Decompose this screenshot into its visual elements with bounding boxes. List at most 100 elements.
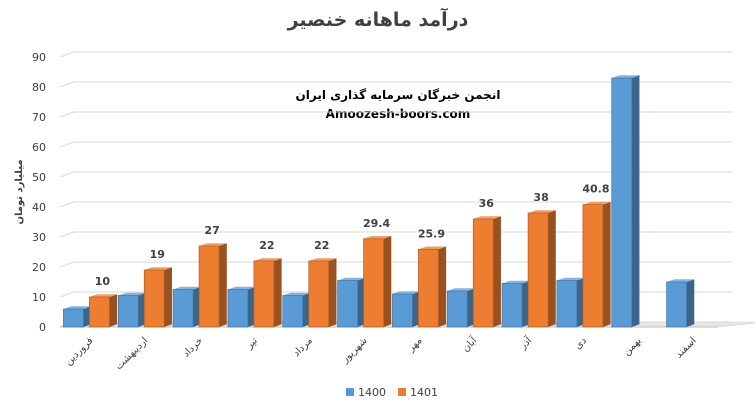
bar-1400-1-front (63, 308, 84, 328)
legend-label: 1401 (410, 386, 438, 399)
bar-1400-12-side (686, 279, 695, 327)
bar-1401-8-side (493, 216, 501, 327)
bar-1400-8 (446, 288, 475, 328)
gridline (59, 201, 732, 208)
gridline (59, 81, 732, 88)
chart-title: درآمد ماهانه خنصیر (287, 7, 469, 31)
bar-1401-2-side (164, 267, 172, 327)
bar-1401-4-front (253, 260, 275, 328)
bar-1400-7-front (392, 293, 413, 328)
bar-1400-7 (392, 291, 421, 328)
gridline (59, 111, 732, 118)
bar-1400-12-top (666, 279, 695, 282)
bar-1401-7-front (418, 248, 439, 328)
legend-item: 1400 (346, 386, 386, 399)
y-axis-label: میلیارد تومان (14, 159, 25, 224)
y-tick-label: 30 (32, 231, 46, 244)
bar-1400-2-top (118, 292, 146, 296)
bar-1400-3-top (173, 286, 201, 290)
x-tick-label: آبان (459, 333, 480, 354)
bar-1401-6 (363, 236, 392, 328)
x-tick-label: مرداد (291, 335, 315, 359)
bar-1401-10-top (582, 201, 611, 205)
bar-1401-3-front (198, 245, 220, 328)
bar-1401-9-front (527, 212, 549, 328)
bar-1401-6-side (383, 236, 392, 327)
x-tick-label: آذر (516, 333, 535, 352)
bar-1401-4-top (253, 258, 282, 261)
x-tick-label: فروردین (63, 335, 96, 368)
bar-1401-10 (582, 201, 611, 328)
bar-1400-8-top (447, 288, 475, 291)
bar-1400-9-front (501, 283, 523, 328)
bar-1400-10-front (556, 280, 578, 328)
y-tick-label: 40 (32, 201, 46, 214)
bar-1401-2-top (144, 267, 172, 270)
bar-1401-3-top (199, 243, 227, 246)
legend-item: 1401 (398, 386, 438, 399)
bar-1401-4-side (273, 258, 282, 327)
bar-1400-6 (337, 277, 366, 328)
x-tick-label: اسفند (674, 335, 699, 360)
y-tick-label: 0 (39, 321, 46, 334)
bar-1400-9-top (502, 280, 530, 284)
bar-1401-5 (308, 258, 337, 328)
bar-1401-1-side (109, 294, 118, 327)
legend: 1400 1401 (346, 386, 438, 399)
x-tick-label: تیر (244, 335, 261, 352)
legend-swatch (346, 388, 354, 396)
bar-1400-11 (611, 75, 640, 328)
y-tick-label: 20 (32, 261, 46, 274)
bar-1401-8-top (473, 216, 501, 219)
bar-1401-8-front (472, 218, 494, 328)
bar-1400-1-top (63, 306, 92, 309)
bar-1400-12-front (666, 281, 687, 328)
bar-1400-2 (117, 292, 146, 328)
bar-1400-10 (556, 277, 585, 328)
bar-1400-1 (63, 306, 92, 328)
data-label: 22 (259, 239, 274, 252)
x-tick-label: دی (573, 335, 589, 351)
bar-1401-5-front (308, 260, 330, 328)
x-tick-label: اردیبهشت (113, 335, 150, 372)
bar-1400-3-front (172, 289, 194, 328)
bar-1401-8 (472, 216, 501, 328)
bar-1401-10-side (602, 201, 611, 327)
watermark: انجمن خبرگان سرمایه گذاری ایران Amoozesh… (296, 88, 501, 121)
legend-label: 1400 (358, 386, 386, 399)
bar-1400-3 (172, 286, 201, 328)
bar-1401-6-front (363, 238, 384, 328)
data-label: 25.9 (418, 227, 445, 240)
data-label: 36 (479, 197, 495, 210)
data-label: 38 (533, 191, 548, 204)
x-tick-label: بهمن (621, 335, 643, 357)
bar-1401-2 (143, 267, 172, 328)
bar-1400-7-top (392, 291, 421, 294)
bar-1401-1-front (89, 296, 110, 328)
x-tick-label: شهریور (339, 335, 370, 366)
bar-1401-7-side (438, 246, 447, 327)
bar-1401-9-side (548, 210, 556, 327)
bar-1401-7 (418, 246, 447, 328)
bar-1400-4-front (227, 289, 249, 328)
data-label: 19 (150, 248, 165, 261)
x-tick-label: مهر (405, 335, 424, 354)
bar-1401-5-side (328, 258, 337, 327)
bar-1401-10-front (582, 204, 604, 328)
y-tick-label: 50 (32, 171, 46, 184)
bar-1401-3-side (219, 243, 227, 327)
bar-1400-9 (501, 280, 530, 328)
legend-swatch (398, 388, 406, 396)
bar-1400-11-side (631, 75, 640, 327)
bar-1401-4 (253, 258, 282, 328)
bar-1400-5-front (282, 295, 304, 328)
y-tick-label: 80 (32, 81, 46, 94)
bar-1400-2-front (117, 295, 139, 328)
bar-1401-9 (527, 210, 556, 328)
bar-1401-2-front (143, 269, 165, 328)
bar-1400-5-top (282, 292, 311, 296)
y-tick-label: 70 (32, 111, 46, 124)
bar-1400-5 (282, 292, 311, 328)
